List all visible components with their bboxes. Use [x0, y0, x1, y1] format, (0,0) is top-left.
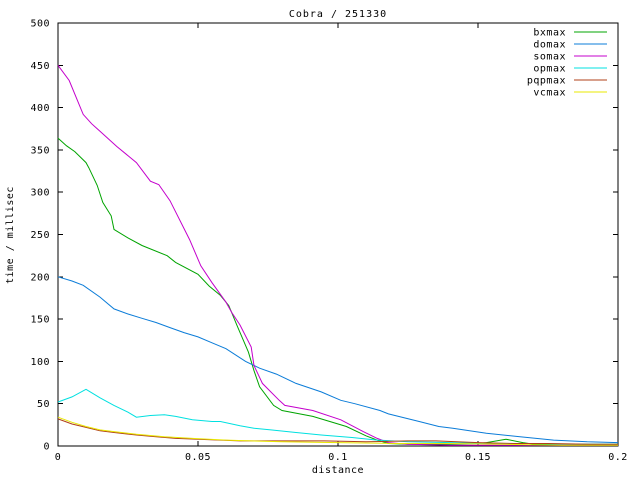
legend-label-vcmax: vcmax — [533, 88, 566, 99]
y-tick-label: 50 — [37, 399, 50, 410]
y-axis-label: time / millisec — [5, 186, 16, 284]
x-axis-label: distance — [312, 465, 364, 476]
y-tick-label: 150 — [30, 315, 50, 326]
legend-label-bxmax: bxmax — [533, 28, 566, 39]
series-line-pqpmax — [57, 418, 618, 445]
x-tick-label: 0.1 — [328, 452, 348, 463]
y-tick-label: 350 — [30, 145, 50, 156]
legend-label-somax: somax — [533, 52, 566, 63]
legend-label-opmax: opmax — [533, 64, 566, 75]
x-tick-label: 0.05 — [185, 452, 211, 463]
series-line-bxmax — [57, 137, 618, 445]
y-tick-label: 400 — [30, 103, 50, 114]
y-tick-label: 500 — [30, 19, 50, 30]
y-tick-label: 0 — [43, 442, 50, 453]
y-tick-label: 250 — [30, 230, 50, 241]
series-line-opmax — [57, 388, 618, 445]
chart-title: Cobra / 251330 — [289, 9, 387, 20]
legend-label-domax: domax — [533, 40, 566, 51]
legend-label-pqpmax: pqpmax — [527, 76, 566, 87]
series-line-somax — [57, 65, 618, 446]
series-line-domax — [57, 276, 619, 444]
y-tick-label: 300 — [30, 188, 50, 199]
x-tick-label: 0 — [55, 452, 62, 463]
x-tick-label: 0.2 — [608, 452, 628, 463]
y-tick-label: 450 — [30, 61, 50, 72]
series-line-vcmax — [57, 416, 618, 446]
y-tick-label: 200 — [30, 272, 50, 283]
x-tick-label: 0.15 — [465, 452, 491, 463]
y-tick-label: 100 — [30, 357, 50, 368]
